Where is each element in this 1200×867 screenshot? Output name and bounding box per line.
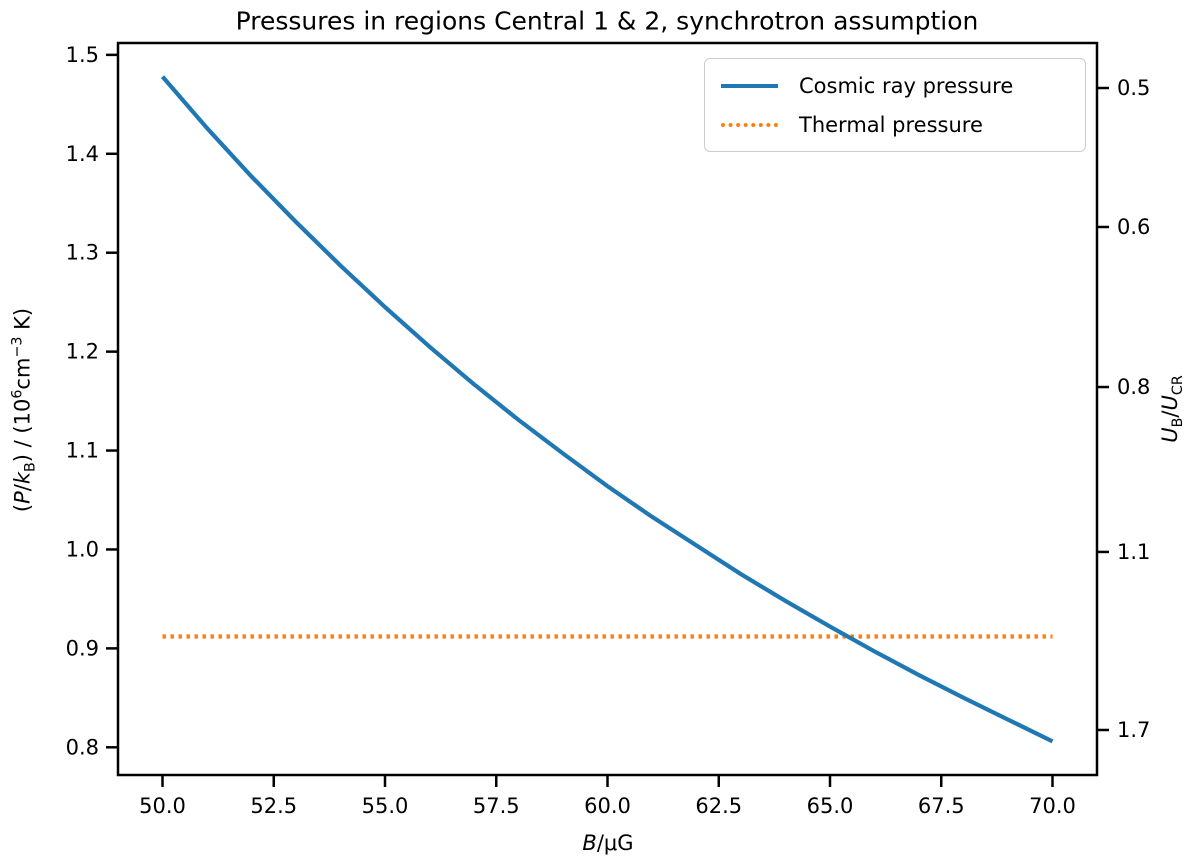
y-right-tick-label: 1.1	[1117, 540, 1150, 564]
legend: Cosmic ray pressure Thermal pressure	[704, 58, 1086, 152]
y-left-tick-label: 1.1	[66, 439, 99, 463]
x-tick-label: 50.0	[139, 794, 186, 818]
y-axis-label-left: (P/kB) / (106cm−3 K)	[9, 307, 39, 513]
y-right-tick-label: 1.7	[1117, 718, 1150, 742]
x-axis-label: B/μG	[582, 831, 634, 855]
x-tick-label: 55.0	[362, 794, 409, 818]
legend-label: Thermal pressure	[799, 112, 983, 137]
y-right-tick-label: 0.5	[1117, 76, 1150, 100]
x-tick-label: 60.0	[584, 794, 631, 818]
y-left-tick-label: 1.2	[66, 340, 99, 364]
y-left-tick-label: 1.5	[66, 43, 99, 67]
y-axis-label-right: UB/UCR	[1157, 375, 1187, 443]
legend-entry-thermal: Thermal pressure	[721, 105, 1069, 144]
legend-entry-cosmic-ray: Cosmic ray pressure	[721, 66, 1069, 105]
plot-frame	[116, 41, 1099, 777]
series-line-solid	[160, 75, 1054, 744]
y-left-tick-label: 1.0	[66, 537, 99, 561]
y-right-tick-label: 0.6	[1117, 215, 1150, 239]
x-tick-label: 52.5	[250, 794, 297, 818]
y-left-tick-label: 1.3	[66, 241, 99, 265]
x-tick-label: 57.5	[473, 794, 520, 818]
x-tick-label: 67.5	[918, 794, 965, 818]
x-tick-label: 65.0	[807, 794, 854, 818]
y-left-tick-label: 0.9	[66, 636, 99, 660]
y-left-tick-label: 0.8	[66, 735, 99, 759]
x-tick-label: 70.0	[1029, 794, 1076, 818]
legend-line-sample-dotted	[721, 122, 778, 127]
legend-label: Cosmic ray pressure	[799, 73, 1014, 98]
y-left-tick-label: 1.4	[66, 142, 99, 166]
legend-line-sample-solid	[721, 83, 778, 88]
y-right-tick-label: 0.8	[1117, 375, 1150, 399]
x-tick-label: 62.5	[695, 794, 742, 818]
chart-title: Pressures in regions Central 1 & 2, sync…	[235, 6, 979, 36]
